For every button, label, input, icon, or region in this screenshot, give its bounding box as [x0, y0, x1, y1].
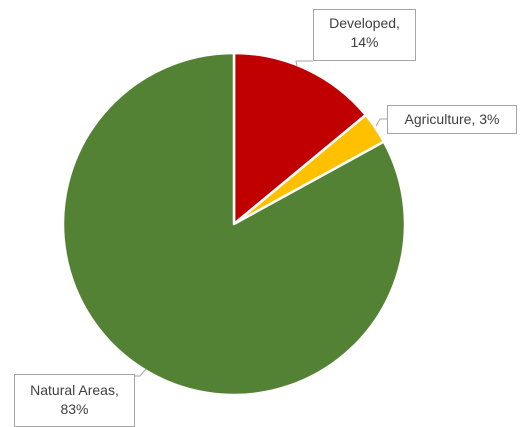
pie-slice-natural-areas: [61, 51, 407, 397]
data-label-developed-value: 14%: [350, 34, 379, 50]
leader-line-agriculture: [375, 118, 387, 127]
pie-slices: [61, 51, 407, 397]
data-label-developed: Developed, 14%: [313, 9, 416, 61]
data-label-natural-areas: Natural Areas, 83%: [14, 374, 135, 427]
data-label-agriculture: Agriculture, 3%: [387, 105, 517, 134]
leader-line-developed: [295, 60, 313, 67]
data-label-developed-name: Developed,: [329, 15, 400, 31]
data-label-natural-areas-name: Natural Areas,: [30, 382, 119, 398]
leader-lines: [134, 60, 387, 377]
pie-slice-developed: [232, 51, 368, 226]
data-label-agriculture-text: Agriculture, 3%: [404, 111, 500, 127]
data-label-natural-areas-value: 83%: [60, 401, 89, 417]
leader-line-natural-areas: [134, 368, 147, 377]
